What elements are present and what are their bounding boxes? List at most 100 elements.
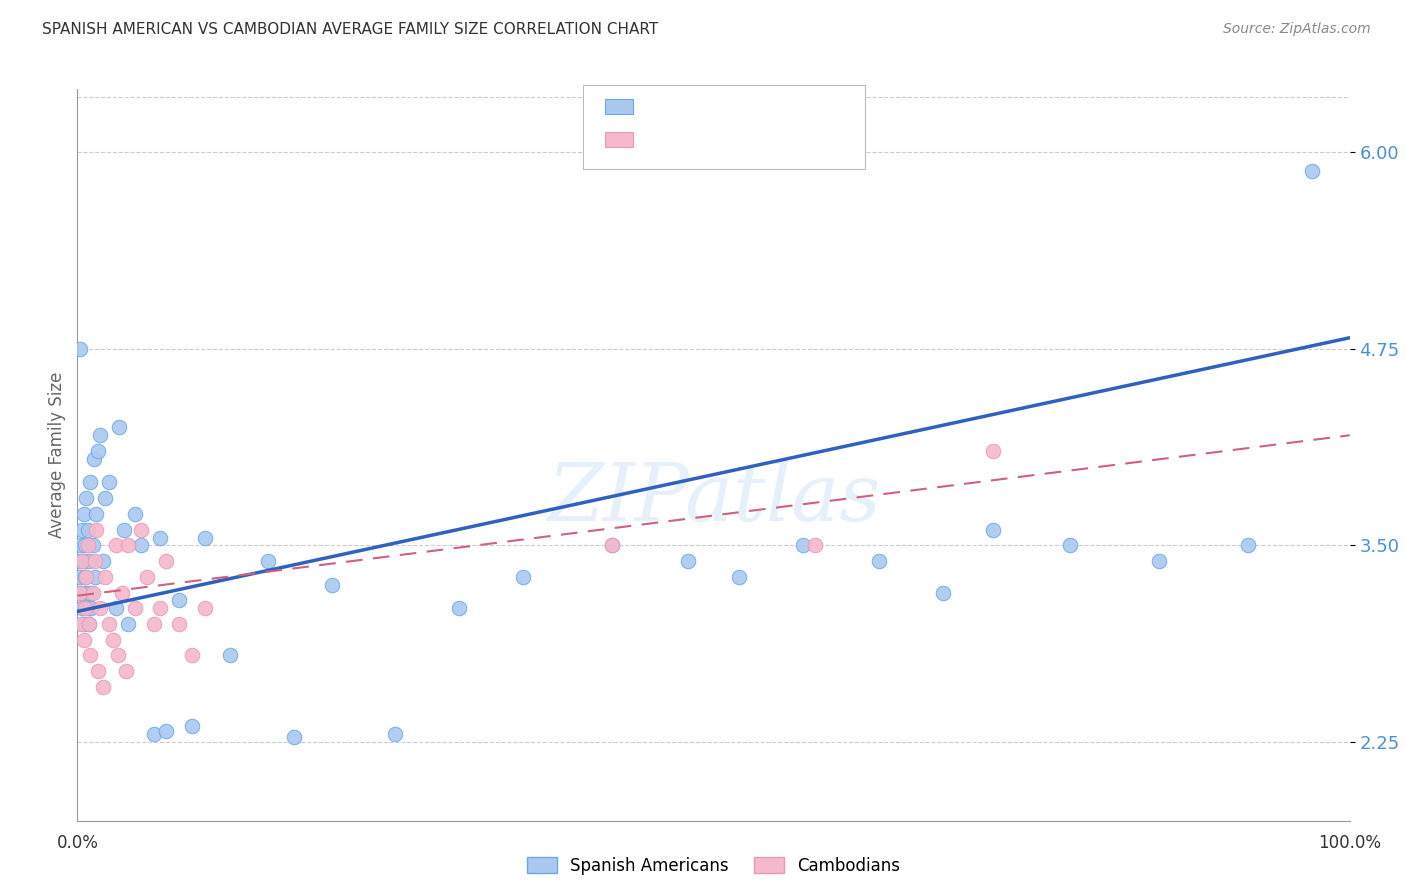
Text: Source: ZipAtlas.com: Source: ZipAtlas.com bbox=[1223, 22, 1371, 37]
Legend: Spanish Americans, Cambodians: Spanish Americans, Cambodians bbox=[520, 850, 907, 882]
Point bbox=[124, 601, 146, 615]
Point bbox=[89, 428, 111, 442]
Point bbox=[512, 570, 534, 584]
Point bbox=[983, 523, 1005, 537]
Point bbox=[91, 554, 114, 568]
Point bbox=[600, 538, 623, 552]
Point bbox=[112, 523, 135, 537]
Point bbox=[76, 601, 98, 615]
Point bbox=[72, 523, 94, 537]
Point bbox=[75, 491, 97, 505]
Point bbox=[149, 531, 172, 545]
Point bbox=[1237, 538, 1260, 552]
Point bbox=[77, 617, 100, 632]
Point bbox=[86, 507, 108, 521]
Point bbox=[124, 507, 146, 521]
Text: ZIPatlas: ZIPatlas bbox=[547, 460, 880, 538]
Text: R =: R = bbox=[638, 131, 678, 149]
Y-axis label: Average Family Size: Average Family Size bbox=[48, 372, 66, 538]
Point bbox=[69, 570, 91, 584]
Point bbox=[73, 617, 96, 632]
Point bbox=[86, 523, 108, 537]
Point bbox=[104, 601, 127, 615]
Point bbox=[1059, 538, 1081, 552]
Text: N =: N = bbox=[738, 131, 778, 149]
Point bbox=[129, 523, 152, 537]
Point bbox=[67, 554, 90, 568]
Point bbox=[75, 585, 97, 599]
Point bbox=[792, 538, 814, 552]
Point bbox=[804, 538, 827, 552]
Point bbox=[108, 420, 131, 434]
Point bbox=[101, 632, 124, 647]
Point bbox=[70, 617, 93, 632]
Point bbox=[117, 538, 139, 552]
Point bbox=[84, 570, 107, 584]
Point bbox=[77, 554, 100, 568]
Point bbox=[194, 531, 217, 545]
Point bbox=[180, 719, 202, 733]
Point bbox=[79, 648, 101, 663]
Point bbox=[73, 632, 96, 647]
Point bbox=[104, 538, 127, 552]
Point bbox=[94, 491, 117, 505]
Text: N =: N = bbox=[738, 97, 778, 115]
Text: 0.426: 0.426 bbox=[669, 97, 725, 115]
Point bbox=[72, 554, 94, 568]
Point bbox=[142, 617, 165, 632]
Point bbox=[70, 585, 93, 599]
Point bbox=[728, 570, 751, 584]
Text: 60: 60 bbox=[769, 97, 794, 115]
Point bbox=[449, 601, 471, 615]
Point bbox=[79, 475, 101, 490]
Point bbox=[73, 601, 96, 615]
Point bbox=[83, 451, 105, 466]
Point bbox=[194, 601, 217, 615]
Text: 0.117: 0.117 bbox=[669, 131, 733, 149]
Point bbox=[75, 570, 97, 584]
Point bbox=[111, 585, 134, 599]
Point bbox=[931, 585, 953, 599]
Point bbox=[73, 507, 96, 521]
Point bbox=[321, 577, 343, 591]
Text: SPANISH AMERICAN VS CAMBODIAN AVERAGE FAMILY SIZE CORRELATION CHART: SPANISH AMERICAN VS CAMBODIAN AVERAGE FA… bbox=[42, 22, 658, 37]
Point bbox=[1301, 164, 1323, 178]
Point bbox=[82, 585, 104, 599]
Point bbox=[114, 664, 136, 678]
Point bbox=[676, 554, 699, 568]
Point bbox=[73, 538, 96, 552]
Point bbox=[117, 617, 139, 632]
Point bbox=[180, 648, 202, 663]
Point bbox=[257, 554, 280, 568]
Point bbox=[73, 554, 96, 568]
Point bbox=[89, 601, 111, 615]
Point bbox=[73, 570, 96, 584]
Point bbox=[69, 585, 91, 599]
Text: 35: 35 bbox=[769, 131, 794, 149]
Point bbox=[219, 648, 242, 663]
Text: 100.0%: 100.0% bbox=[1319, 834, 1381, 852]
Point bbox=[91, 680, 114, 694]
Point bbox=[72, 601, 94, 615]
Point bbox=[149, 601, 172, 615]
Point bbox=[76, 523, 98, 537]
Point bbox=[107, 648, 129, 663]
Point bbox=[86, 664, 108, 678]
Point bbox=[1147, 554, 1170, 568]
Point bbox=[76, 538, 98, 552]
Text: R =: R = bbox=[638, 97, 678, 115]
Point bbox=[94, 570, 117, 584]
Point bbox=[86, 444, 108, 458]
Point bbox=[82, 538, 104, 552]
Text: 0.0%: 0.0% bbox=[56, 834, 98, 852]
Point bbox=[283, 731, 305, 745]
Point bbox=[129, 538, 152, 552]
Point bbox=[155, 723, 177, 738]
Point bbox=[77, 617, 100, 632]
Point bbox=[136, 570, 159, 584]
Point bbox=[600, 538, 623, 552]
Point bbox=[80, 601, 103, 615]
Point bbox=[155, 554, 177, 568]
Point bbox=[79, 585, 101, 599]
Point bbox=[983, 444, 1005, 458]
